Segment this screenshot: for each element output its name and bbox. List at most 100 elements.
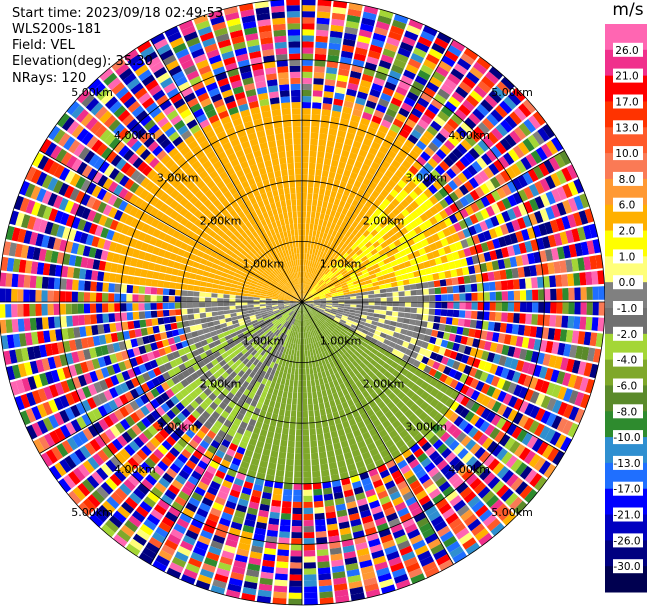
- velocity-gate: [344, 304, 350, 307]
- velocity-gate: [196, 324, 203, 330]
- velocity-gate: [91, 270, 98, 280]
- velocity-gate: [295, 459, 302, 465]
- velocity-gate: [317, 12, 330, 19]
- velocity-gate: [507, 280, 514, 290]
- velocity-gate: [304, 562, 316, 568]
- velocity-gate: [317, 18, 330, 25]
- velocity-gate: [163, 296, 169, 302]
- velocity-gate: [164, 317, 171, 324]
- velocity-gate: [446, 278, 453, 285]
- velocity-gate: [103, 272, 110, 282]
- velocity-gate: [322, 103, 332, 110]
- velocity-gate: [318, 194, 324, 201]
- velocity-gate: [302, 17, 315, 23]
- velocity-gate: [17, 304, 23, 317]
- velocity-gate: [297, 405, 302, 411]
- velocity-gate: [280, 519, 290, 526]
- velocity-gate: [229, 295, 235, 299]
- velocity-gate: [170, 275, 177, 282]
- velocity-gate: [260, 304, 266, 306]
- velocity-gate: [379, 284, 386, 289]
- velocity-gate: [304, 266, 306, 272]
- velocity-gate: [441, 294, 447, 301]
- velocity-gate: [477, 311, 484, 320]
- velocity-gate: [303, 441, 310, 447]
- velocity-gate: [350, 307, 356, 310]
- velocity-gate: [47, 291, 53, 303]
- velocity-gate: [296, 441, 303, 447]
- velocity-gate: [314, 404, 320, 411]
- velocity-gate: [278, 458, 286, 465]
- velocity-gate: [483, 312, 490, 321]
- velocity-gate: [338, 300, 344, 302]
- velocity-gate: [428, 315, 435, 322]
- velocity-gate: [399, 297, 405, 302]
- velocity-gate: [5, 304, 11, 317]
- velocity-gate: [313, 78, 323, 85]
- velocity-gate: [90, 293, 96, 303]
- velocity-gate: [279, 531, 290, 538]
- velocity-gate: [291, 538, 302, 544]
- velocity-gate: [320, 127, 329, 134]
- velocity-gate: [327, 203, 333, 210]
- velocity-gate: [308, 187, 314, 193]
- velocity-gate: [291, 532, 302, 538]
- velocity-gate: [465, 284, 472, 292]
- velocity-gate: [308, 236, 312, 242]
- velocity-gate: [295, 447, 302, 453]
- velocity-gate: [96, 304, 102, 313]
- velocity-gate: [290, 417, 296, 423]
- velocity-gate: [54, 291, 60, 302]
- velocity-gate: [302, 211, 306, 217]
- velocity-gate: [152, 318, 159, 325]
- velocity-gate: [586, 317, 593, 330]
- velocity-gate: [199, 297, 205, 302]
- velocity-gate: [380, 306, 386, 310]
- velocity-gate: [287, 453, 294, 460]
- velocity-gate: [285, 410, 291, 417]
- velocity-gate: [48, 317, 55, 329]
- velocity-gate: [308, 356, 311, 362]
- velocity-gate: [380, 289, 387, 294]
- velocity-gate: [286, 465, 294, 472]
- velocity-gate: [307, 248, 310, 254]
- velocity-gate: [187, 297, 193, 302]
- velocity-gate: [217, 294, 223, 298]
- velocity-gate: [295, 453, 302, 459]
- velocity-gate: [279, 384, 284, 391]
- velocity-gate: [309, 230, 313, 236]
- velocity-gate: [323, 396, 329, 403]
- velocity-gate: [157, 280, 164, 287]
- velocity-gate: [374, 294, 380, 298]
- velocity-gate: [286, 404, 292, 411]
- velocity-gate: [316, 24, 329, 31]
- velocity-gate: [139, 286, 146, 294]
- velocity-gate: [312, 236, 316, 242]
- velocity-gate: [308, 175, 314, 182]
- velocity-gate: [452, 277, 459, 285]
- velocity-gate: [293, 356, 296, 362]
- velocity-gate: [236, 292, 242, 296]
- velocity-gate: [229, 306, 235, 310]
- velocity-gate: [287, 367, 291, 374]
- velocity-gate: [133, 286, 140, 294]
- velocity-gate: [284, 477, 293, 484]
- velocity-gate: [163, 303, 169, 309]
- velocity-gate: [120, 303, 126, 311]
- velocity-gate: [386, 311, 393, 316]
- velocity-gate: [293, 502, 302, 508]
- velocity-gate: [350, 294, 356, 297]
- velocity-gate: [138, 303, 144, 310]
- velocity-gate: [78, 292, 84, 302]
- velocity-gate: [390, 277, 397, 283]
- velocity-gate: [429, 295, 435, 301]
- velocity-gate: [302, 363, 305, 369]
- velocity-gate: [324, 158, 331, 165]
- velocity-gate: [289, 587, 302, 593]
- velocity-gate: [225, 282, 232, 287]
- velocity-gate: [205, 303, 211, 307]
- velocity-gate: [157, 303, 163, 310]
- velocity-gate: [484, 292, 490, 301]
- velocity-gate: [386, 306, 392, 310]
- velocity-gate: [303, 478, 311, 484]
